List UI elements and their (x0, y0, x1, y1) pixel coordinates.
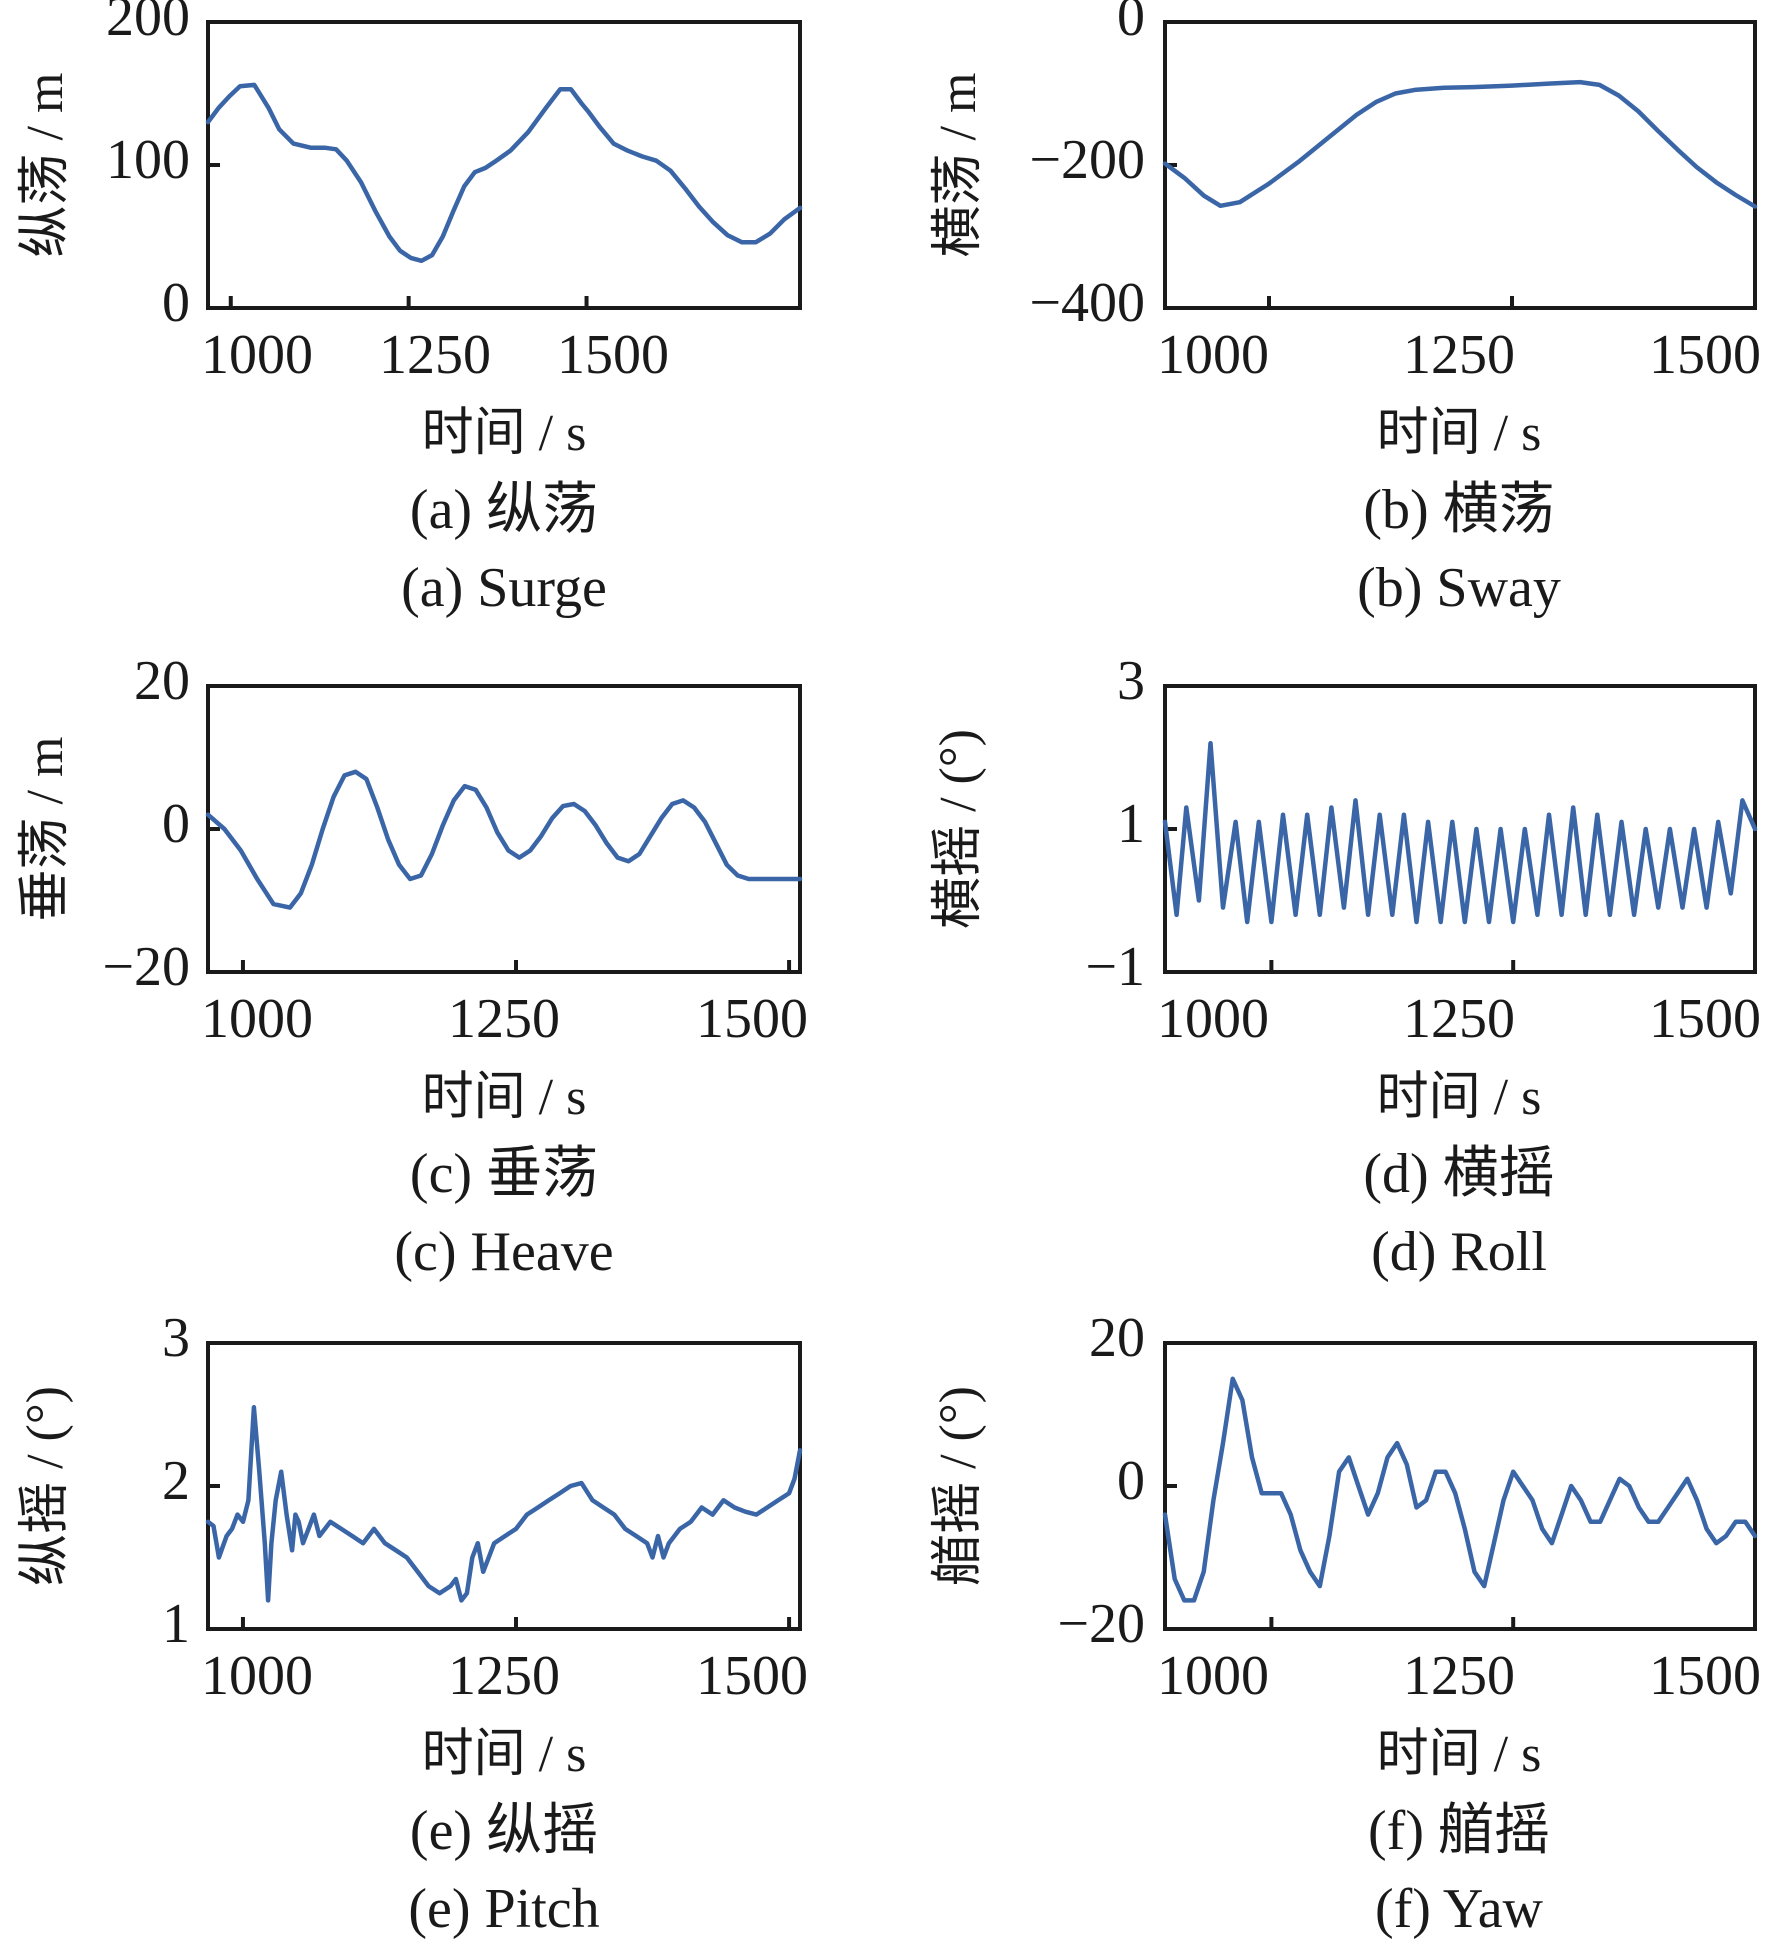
panel-c-caption-en: (c) Heave (394, 1221, 613, 1283)
panel-e-xtick-0: 1000 (201, 1645, 313, 1707)
panel-a-xlabel: 时间 / s (422, 405, 587, 462)
panel-a-caption-en: (a) Surge (401, 557, 607, 619)
panel-e: 1 2 3 1000 1250 1500 时间 / s 纵摇 / (°) (e)… (17, 1307, 808, 1939)
panel-f-caption-en: (f) Yaw (1375, 1878, 1544, 1939)
panel-a: 0 100 200 1000 1250 1500 时间 / s 纵荡 / m (… (17, 0, 803, 619)
panel-b-caption-cn: (b) 横荡 (1363, 479, 1554, 541)
panel-a-ytick-2: 200 (106, 0, 190, 48)
panel-f-xtick-0: 1000 (1157, 1645, 1269, 1707)
panel-d-xlabel: 时间 / s (1377, 1069, 1542, 1126)
panel-a-xtick-1: 1250 (379, 324, 491, 386)
panel-c-xtick-0: 1000 (201, 988, 313, 1050)
panel-a-series-line (205, 82, 803, 264)
panel-c-ylabel: 垂荡 / m (17, 737, 74, 922)
panel-c-frame (206, 684, 802, 974)
panel-c-ticks (208, 684, 792, 974)
panel-e-xlabel: 时间 / s (422, 1726, 587, 1783)
panel-c-series-line (205, 769, 803, 910)
panel-a-xtick-2: 1500 (557, 324, 669, 386)
panel-d-ytick-2: 3 (1117, 650, 1145, 712)
panel-c: −20 0 20 1000 1250 1500 时间 / s 垂荡 / m (c… (17, 650, 808, 1283)
panel-c-xlabel: 时间 / s (422, 1069, 587, 1126)
panel-e-ytick-1: 2 (162, 1450, 190, 1512)
panel-b-ytick-1: −200 (1029, 129, 1145, 191)
panel-c-ytick-1: 0 (162, 793, 190, 855)
panel-b-frame (1163, 20, 1757, 310)
panel-f-ytick-1: 0 (1117, 1450, 1145, 1512)
panel-d-ticks (1165, 684, 1757, 974)
panel-d-ytick-0: −1 (1085, 936, 1145, 998)
panel-e-xtick-2: 1500 (696, 1645, 808, 1707)
panel-b-xtick-0: 1000 (1157, 324, 1269, 386)
panel-b-xtick-1: 1250 (1403, 324, 1515, 386)
panel-d-caption-en: (d) Roll (1371, 1221, 1547, 1283)
panel-a-xtick-0: 1000 (201, 324, 313, 386)
panel-f-ytick-0: −20 (1057, 1593, 1145, 1655)
panel-a-caption-cn: (a) 纵荡 (410, 479, 598, 541)
panel-f-caption-cn: (f) 艏摇 (1368, 1800, 1550, 1862)
panel-d-ylabel: 横摇 / (°) (930, 729, 987, 929)
panel-d-frame (1163, 684, 1757, 974)
panel-b-caption-en: (b) Sway (1357, 557, 1561, 619)
panel-b: −400 −200 0 1000 1250 1500 时间 / s 横荡 / m… (930, 0, 1761, 619)
panel-d-xtick-0: 1000 (1157, 988, 1269, 1050)
panel-c-xtick-2: 1500 (696, 988, 808, 1050)
panel-a-ytick-0: 0 (162, 272, 190, 334)
panel-a-ylabel: 纵荡 / m (17, 73, 74, 258)
panel-f-xtick-2: 1500 (1649, 1645, 1761, 1707)
panel-b-ytick-2: 0 (1117, 0, 1145, 48)
panel-b-xlabel: 时间 / s (1377, 405, 1542, 462)
panel-e-ticks (208, 1341, 792, 1631)
panel-e-caption-en: (e) Pitch (408, 1878, 599, 1939)
panel-e-series-line (205, 1405, 803, 1603)
panel-f: −20 0 20 1000 1250 1500 时间 / s 艏摇 / (°) … (930, 1307, 1761, 1939)
panel-b-ytick-0: −400 (1029, 272, 1145, 334)
panel-f-ylabel: 艏摇 / (°) (930, 1386, 987, 1586)
panel-f-xtick-1: 1250 (1403, 1645, 1515, 1707)
panel-e-xtick-1: 1250 (448, 1645, 560, 1707)
panel-a-ytick-1: 100 (106, 129, 190, 191)
panel-d: −1 1 3 1000 1250 1500 时间 / s 横摇 / (°) (d… (930, 650, 1761, 1283)
panel-a-ticks (208, 20, 589, 310)
panel-c-xtick-1: 1250 (448, 988, 560, 1050)
panel-e-ytick-0: 1 (162, 1593, 190, 1655)
panel-e-frame (206, 1341, 802, 1631)
panel-f-frame (1163, 1341, 1757, 1631)
panel-e-ylabel: 纵摇 / (°) (17, 1386, 74, 1586)
panel-b-ticks (1165, 20, 1757, 310)
panel-f-xlabel: 时间 / s (1377, 1726, 1542, 1783)
panel-e-caption-cn: (e) 纵摇 (410, 1800, 598, 1862)
panel-a-frame (206, 20, 802, 310)
panel-b-ylabel: 横荡 / m (930, 73, 987, 258)
panel-d-ytick-1: 1 (1117, 793, 1145, 855)
panel-f-series-line (1162, 1376, 1758, 1603)
panel-b-xtick-2: 1500 (1649, 324, 1761, 386)
panel-d-xtick-2: 1500 (1649, 988, 1761, 1050)
panel-c-ytick-2: 20 (134, 650, 190, 712)
panel-c-caption-cn: (c) 垂荡 (410, 1143, 598, 1205)
panel-f-ticks (1165, 1341, 1757, 1631)
panel-d-series-line (1162, 740, 1758, 925)
panel-c-ytick-0: −20 (102, 936, 190, 998)
panel-b-series-line (1162, 79, 1758, 209)
panel-e-ytick-2: 3 (162, 1307, 190, 1369)
panel-f-ytick-2: 20 (1089, 1307, 1145, 1369)
panel-d-caption-cn: (d) 横摇 (1363, 1143, 1554, 1205)
panel-d-xtick-1: 1250 (1403, 988, 1515, 1050)
